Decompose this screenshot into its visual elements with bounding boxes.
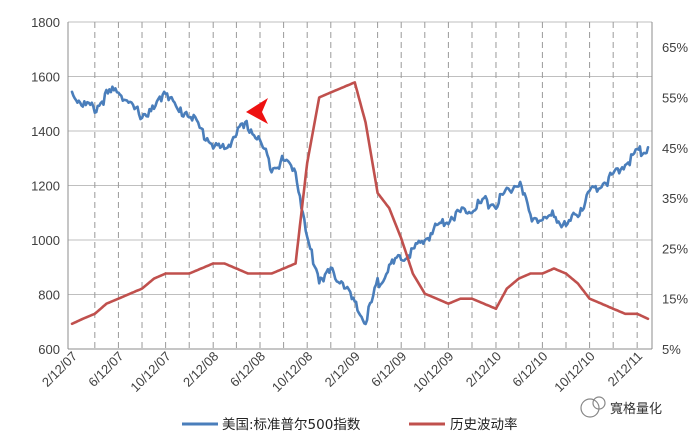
grid xyxy=(67,21,653,350)
legend: 美国:标准普尔500指数 历史波动率 xyxy=(182,416,518,433)
x-tick-label: 2/12/09 xyxy=(322,349,363,390)
y-right-tick-label: 5% xyxy=(662,342,681,357)
y-right-tick-label: 25% xyxy=(662,241,688,256)
legend-label-volatility: 历史波动率 xyxy=(450,416,518,433)
y-right-tick-label: 65% xyxy=(662,40,688,55)
x-tick-label: 6/12/07 xyxy=(85,349,126,390)
annotation-arrow-icon xyxy=(246,98,268,124)
watermark: 寬格量化 xyxy=(580,396,662,418)
series-line-sp500 xyxy=(70,85,650,326)
wechat-logo-icon xyxy=(580,398,600,418)
y-right-tick-label: 55% xyxy=(662,90,688,105)
y-axis-left: 600 800 1000 1200 1400 1600 1800 xyxy=(31,15,60,357)
x-tick-label: 10/12/09 xyxy=(410,349,456,395)
y-axis-right: 5% 15% 25% 35% 45% 55% 65% xyxy=(662,40,688,357)
x-tick-label: 6/12/08 xyxy=(227,349,268,390)
legend-label-sp500: 美国:标准普尔500指数 xyxy=(222,417,361,433)
y-left-tick-label: 1200 xyxy=(31,179,60,194)
y-right-tick-label: 45% xyxy=(662,141,688,156)
x-tick-label: 2/12/10 xyxy=(463,349,504,390)
series-line-volatility xyxy=(70,81,650,326)
x-tick-label: 6/12/10 xyxy=(509,349,550,390)
y-right-tick-label: 35% xyxy=(662,191,688,206)
x-tick-label: 10/12/08 xyxy=(269,349,315,395)
y-left-tick-label: 1400 xyxy=(31,124,60,139)
x-axis: 2/12/07 6/12/07 10/12/07 2/12/08 6/12/08 10/1… xyxy=(39,349,645,395)
x-tick-label: 6/12/09 xyxy=(368,349,409,390)
y-left-tick-label: 1000 xyxy=(31,233,60,248)
y-left-tick-label: 1800 xyxy=(31,15,60,30)
y-left-tick-label: 600 xyxy=(38,342,60,357)
x-tick-label: 2/12/08 xyxy=(180,349,221,390)
x-tick-label: 10/12/07 xyxy=(127,349,173,395)
y-left-tick-label: 1600 xyxy=(31,70,60,85)
plot-area xyxy=(70,81,650,326)
x-tick-label: 2/12/11 xyxy=(605,349,646,390)
y-right-tick-label: 15% xyxy=(662,292,688,307)
y-left-tick-label: 800 xyxy=(38,288,60,303)
x-tick-label: 10/12/10 xyxy=(551,349,597,395)
wechat-logo-icon-small xyxy=(592,396,606,410)
watermark-text: 寬格量化 xyxy=(610,401,662,417)
